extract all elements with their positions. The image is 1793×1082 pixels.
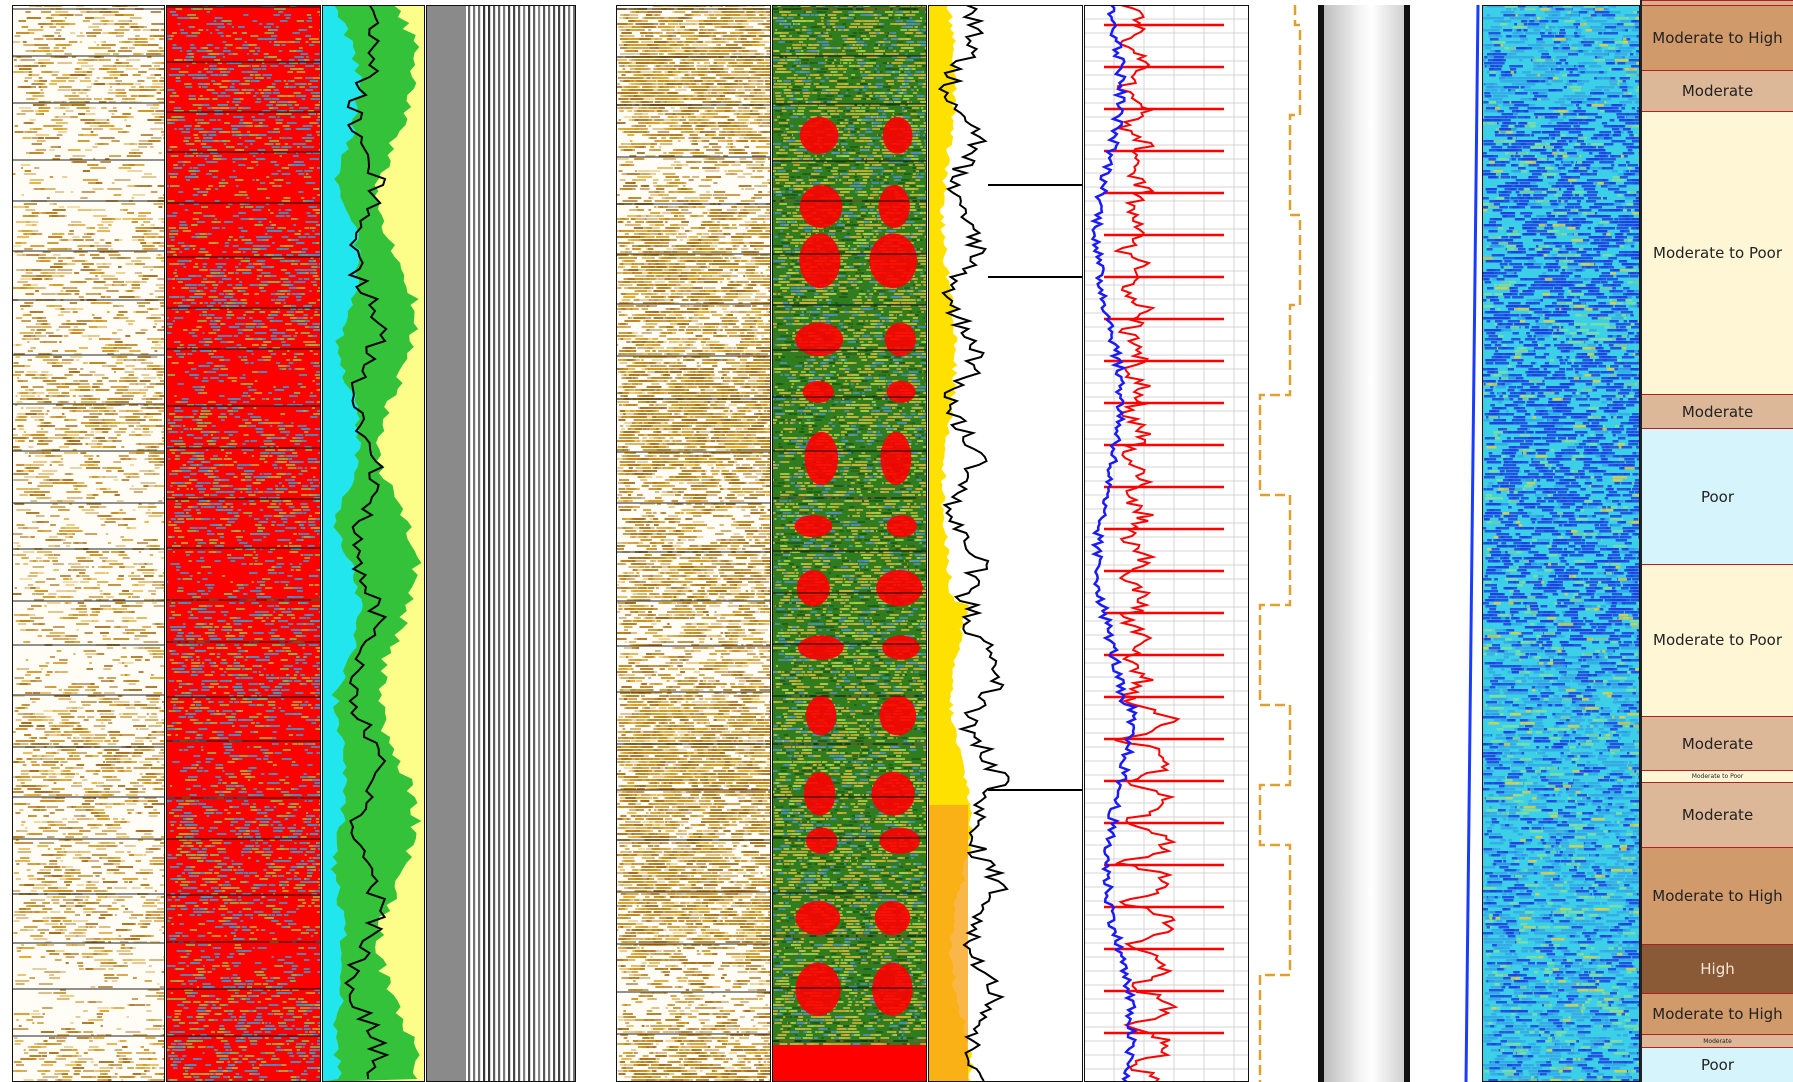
oil-show-image: [12, 5, 165, 1082]
track-divider: [1318, 5, 1324, 1082]
zone-moderate: Moderate: [1642, 393, 1793, 429]
zone-poor: Poor: [1642, 428, 1793, 564]
log-track-gamma: [928, 5, 1083, 1082]
fluid-saturation-image: [166, 5, 321, 1082]
borehole-resistivity-image: [1482, 5, 1640, 1082]
zone-moderate: Moderate: [1642, 70, 1793, 112]
resistivity-curves: [1084, 5, 1249, 1082]
dashed-step-curve: [1258, 5, 1302, 1082]
log-track-gray-gradient: [1324, 5, 1404, 1082]
zone-moderate-to-high: Moderate to High: [1642, 5, 1793, 71]
zone-moderate: Moderate: [1642, 1034, 1793, 1048]
log-track-fluid-image-2: [772, 5, 927, 1082]
log-track-lithology: [322, 5, 425, 1082]
log-track-oil-show-image-2: [616, 5, 771, 1082]
log-track-waveform: [426, 5, 576, 1082]
zone-moderate-to-poor: Moderate to Poor: [1642, 770, 1793, 783]
quality-zone-column: Moderate to High Moderate Moderate to Poor…: [1640, 0, 1793, 1082]
log-track-resistivity: [1084, 5, 1249, 1082]
zone-moderate: Moderate: [1642, 716, 1793, 771]
log-track-blue-line: [1460, 5, 1482, 1082]
gamma-ray-curve: [928, 5, 1083, 1082]
zone-moderate-to-poor: Moderate to Poor: [1642, 563, 1793, 717]
zone-moderate: [1642, 0, 1793, 6]
log-track-dashed-step: [1250, 5, 1320, 1082]
zone-poor: Poor: [1642, 1047, 1793, 1082]
zone-moderate-to-poor: Moderate to Poor: [1642, 111, 1793, 394]
log-track-borehole-image: [1482, 5, 1640, 1082]
zone-high: High: [1642, 943, 1793, 994]
oil-show-image-2: [616, 5, 771, 1082]
zone-moderate-to-high: Moderate to High: [1642, 993, 1793, 1035]
zone-moderate-to-high: Moderate to High: [1642, 847, 1793, 944]
zone-moderate: Moderate: [1642, 782, 1793, 848]
log-track-fluid-image: [166, 5, 321, 1082]
blue-trend-line: [1464, 5, 1480, 1082]
fluid-saturation-image-2: [772, 5, 927, 1082]
lithology-fill-with-curve: [322, 5, 425, 1082]
waveform-image: [426, 5, 576, 1082]
log-track-oil-show-image: [12, 5, 165, 1082]
track-divider: [1404, 5, 1410, 1082]
